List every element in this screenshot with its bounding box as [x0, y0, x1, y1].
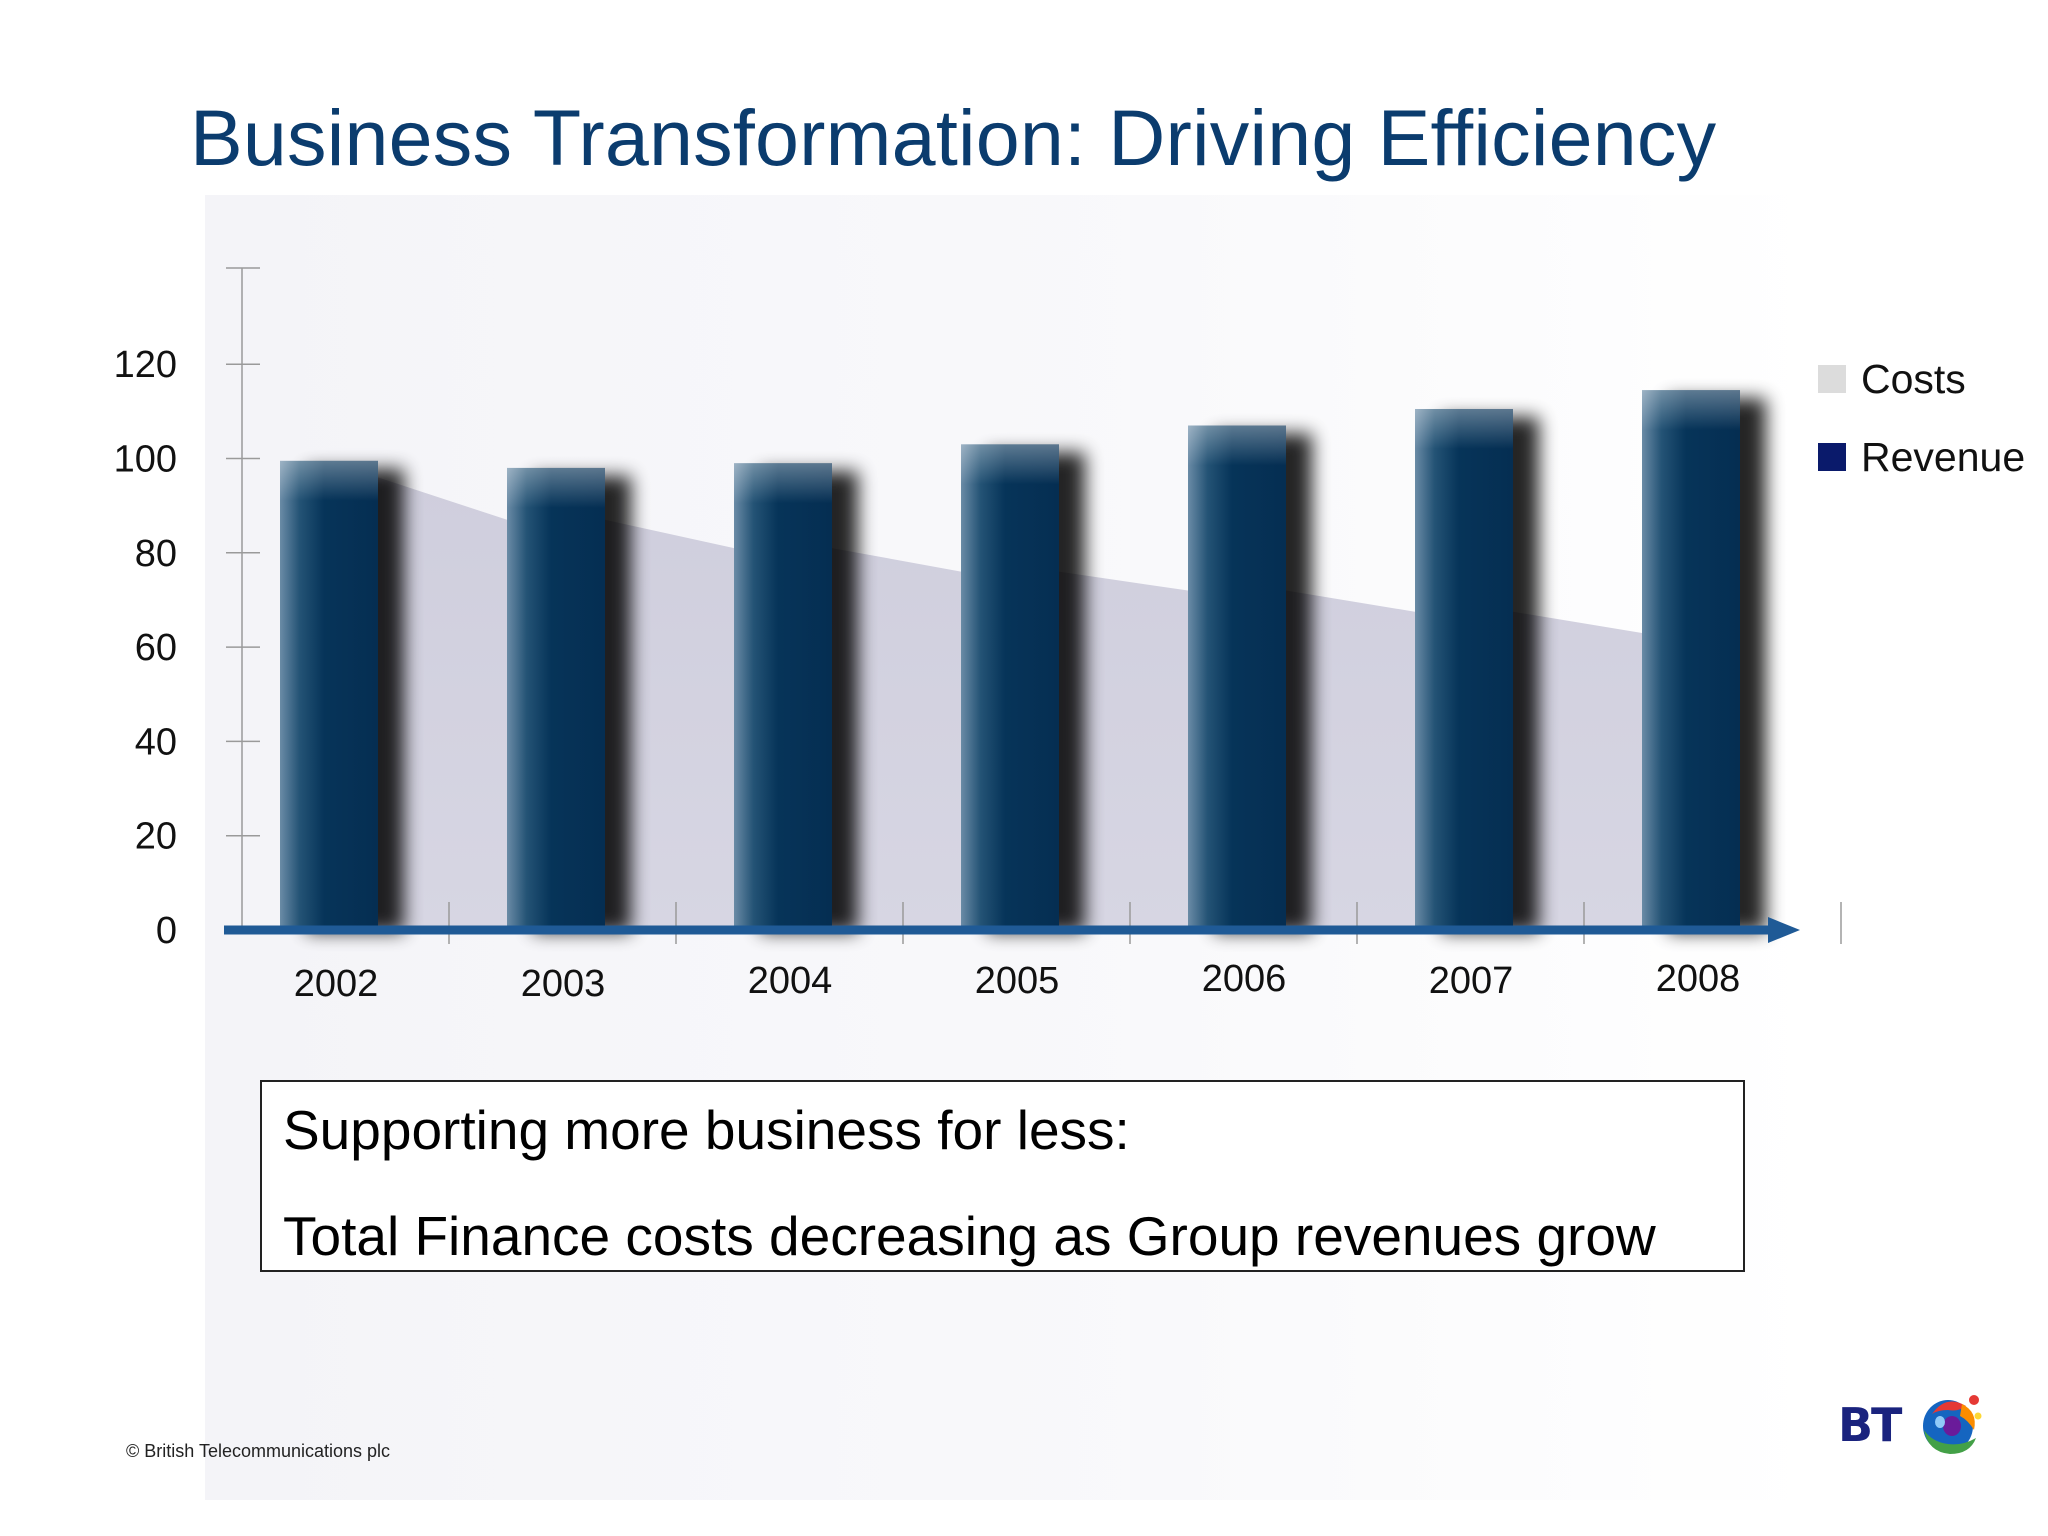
bt-piper-globe-icon: [1923, 1395, 1982, 1454]
revenue-bar-2002: [280, 460, 378, 930]
legend-label-costs: Costs: [1861, 355, 1966, 402]
legend-swatch-costs: [1818, 365, 1846, 393]
y-tick-label-40: 40: [135, 721, 177, 763]
revenue-bar-2008: [1642, 390, 1740, 930]
revenue-bar-highlight-2008: [1642, 390, 1740, 431]
x-tick-label-2002: 2002: [294, 963, 379, 1005]
x-tick-label-2003: 2003: [521, 963, 606, 1005]
x-tick-label-2004: 2004: [748, 960, 833, 1002]
legend-item-revenue: Revenue: [1818, 418, 2025, 496]
legend-swatch-revenue: [1818, 443, 1846, 471]
y-tick-label-20: 20: [135, 816, 177, 858]
x-tick-label-2007: 2007: [1429, 960, 1514, 1002]
chart-legend: Costs Revenue: [1818, 340, 2025, 496]
legend-item-costs: Costs: [1818, 340, 2025, 418]
summary-line-2: Total Finance costs decreasing as Group …: [283, 1205, 1656, 1267]
y-tick-label-80: 80: [135, 533, 177, 575]
y-tick-label-0: 0: [156, 910, 177, 952]
y-tick-label-100: 100: [114, 439, 177, 481]
x-axis-arrow: [1768, 917, 1800, 943]
x-tick-label-2006: 2006: [1202, 958, 1287, 1000]
y-tick-label-60: 60: [135, 627, 177, 669]
revenue-bar-2006: [1188, 425, 1286, 930]
x-tick-label-2008: 2008: [1656, 958, 1741, 1000]
summary-box: Supporting more business for less: Total…: [260, 1080, 1745, 1272]
bt-logo: BT: [1838, 1386, 1986, 1462]
revenue-bar-highlight-2004: [734, 463, 832, 504]
revenue-bar-2007: [1415, 408, 1513, 930]
y-tick-label-120: 120: [114, 344, 177, 386]
revenue-bar-highlight-2005: [961, 444, 1059, 485]
revenue-bar-2004: [734, 463, 832, 930]
revenue-bar-highlight-2003: [507, 467, 605, 508]
bt-logo-text: BT: [1838, 1398, 1902, 1452]
revenue-bar-2003: [507, 467, 605, 930]
revenue-bar-highlight-2007: [1415, 408, 1513, 449]
summary-line-1: Supporting more business for less:: [283, 1099, 1130, 1161]
revenue-bar-highlight-2002: [280, 460, 378, 501]
copyright-text: © British Telecommunications plc: [126, 1441, 391, 1461]
slide-title: Business Transformation: Driving Efficie…: [190, 93, 1717, 182]
revenue-bar-2005: [961, 444, 1059, 930]
revenue-bar-highlight-2006: [1188, 425, 1286, 466]
legend-label-revenue: Revenue: [1861, 433, 2026, 480]
x-tick-label-2005: 2005: [975, 960, 1060, 1002]
